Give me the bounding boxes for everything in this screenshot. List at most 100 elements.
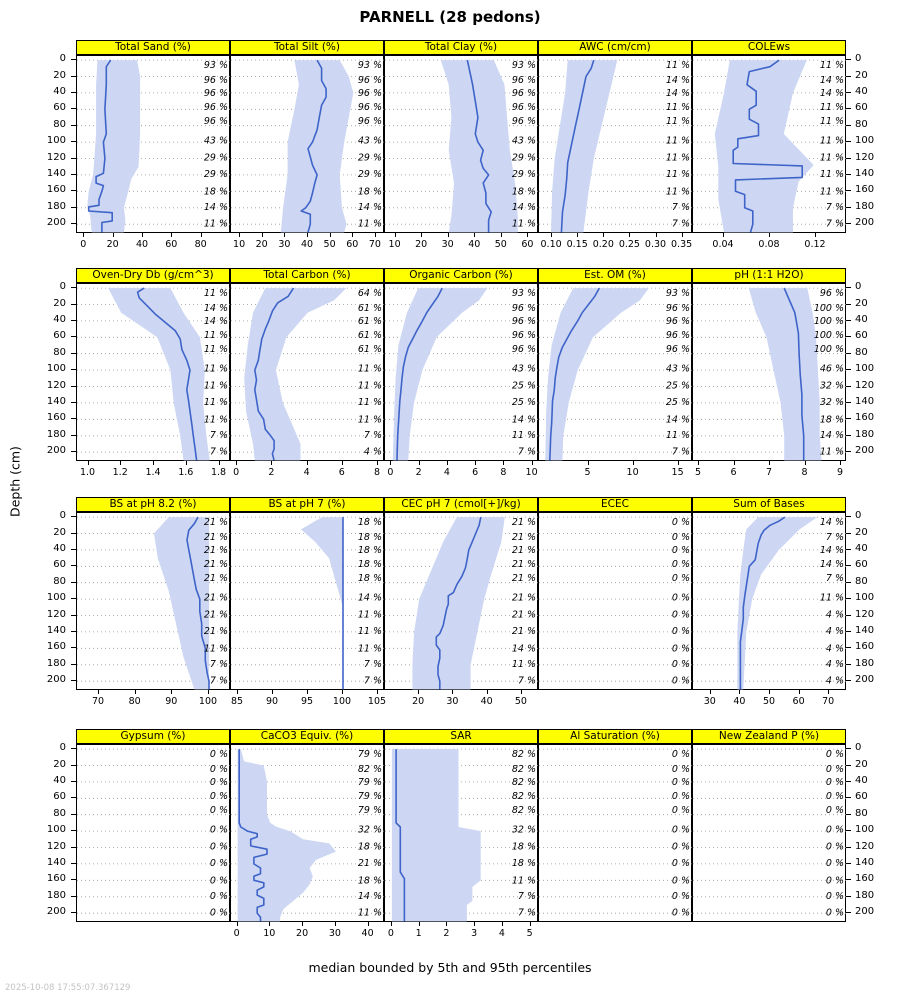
contributing-fraction-label: 0 % (826, 805, 844, 816)
contributing-fraction-label: 7 % (672, 446, 690, 457)
depth-tick-label: 120 (46, 379, 66, 391)
depth-tick-label: 60 (53, 791, 66, 803)
contributing-fraction-label: 21 % (512, 517, 536, 528)
contributing-fraction-label: 11 % (358, 907, 382, 918)
x-tick (520, 690, 522, 694)
x-tick (342, 690, 343, 694)
depth-tick (71, 141, 76, 143)
strip-total-clay: Total Clay (%) (384, 40, 538, 55)
x-tick-label: 1.8 (210, 467, 227, 478)
x-tick-label: 0.12 (804, 239, 826, 250)
depth-tick (846, 516, 851, 518)
depth-tick-label: 0 (59, 510, 66, 522)
contributing-fraction-label: 4 % (826, 675, 844, 686)
x-tick-label: 6 (472, 467, 479, 478)
x-tick (452, 690, 454, 694)
x-tick-label: 4 (498, 928, 505, 939)
depth-tick-label: 160 (855, 641, 875, 653)
x-tick-label: 40 (135, 239, 149, 250)
strip-ph-1-1-h2o: pH (1:1 H2O) (692, 268, 846, 283)
contributing-fraction-label: 11 % (358, 610, 382, 621)
depth-tick-label: 60 (855, 102, 868, 114)
strip-bs-at-ph-8-2: BS at pH 8.2 (%) (76, 497, 230, 512)
contributing-fraction-label: 0 % (672, 749, 690, 760)
contributing-fraction-label: 25 % (512, 397, 536, 408)
panel-total-silt: 93 % 96 % 96 % 96 % 96 % 43 % 29 % 29 % 18 % 14 %… (230, 55, 385, 233)
percentile-band (108, 288, 210, 461)
contributing-fraction-label: 96 % (666, 344, 690, 355)
depth-tick (71, 879, 76, 881)
depth-tick (846, 895, 851, 897)
x-tick-label: 8 (373, 467, 381, 478)
contributing-fraction-label: 0 % (210, 791, 228, 802)
x-tick-label: 5 (694, 467, 702, 478)
x-tick (120, 461, 122, 465)
x-tick (272, 690, 273, 694)
depth-tick-label: 200 (855, 445, 875, 457)
x-tick (329, 233, 331, 237)
depth-tick (71, 862, 76, 864)
depth-tick-label: 140 (46, 167, 66, 179)
depth-tick (71, 124, 76, 126)
contributing-fraction-label: 0 % (672, 805, 690, 816)
depth-tick-label: 200 (855, 674, 875, 686)
depth-tick (846, 319, 851, 321)
panel-colews: 11 % 14 % 14 % 11 % 11 % 11 % 11 % 11 % 11 % 7 % 7… (692, 55, 847, 233)
depth-tick (71, 336, 76, 338)
x-tick-label: 6 (730, 467, 737, 478)
median-line (87, 59, 114, 233)
panel-oven-dry-db-g-cm-3: 11 % 14 % 14 % 11 % 11 % 11 % 11 % 11 % 11 % 7 % 7… (76, 283, 231, 461)
contributing-fraction-label: 14 % (820, 559, 844, 570)
depth-tick (846, 124, 851, 126)
contributing-fraction-label: 0 % (672, 875, 690, 886)
contributing-fraction-label: 100 % (814, 303, 844, 314)
depth-tick-label: 160 (46, 184, 66, 196)
depth-tick-label: 20 (855, 526, 868, 538)
contributing-fraction-label: 11 % (666, 136, 690, 147)
contributing-fraction-label: 14 % (666, 414, 690, 425)
depth-tick-label: 160 (855, 184, 875, 196)
panel-est-om: 93 % 96 % 96 % 96 % 96 % 43 % 25 % 25 % 14 % 11 %… (538, 283, 693, 461)
panel-awc-cm-cm: 11 % 14 % 14 % 11 % 11 % 11 % 11 % 11 % 11 % 7 % 7… (538, 55, 693, 233)
depth-tick (71, 206, 76, 208)
x-tick-label: 15 (671, 467, 684, 478)
contributing-fraction-label: 25 % (666, 397, 690, 408)
contributing-fraction-label: 0 % (672, 659, 690, 670)
x-tick-label: 95 (300, 696, 314, 707)
contributing-fraction-label: 32 % (512, 825, 536, 836)
contributing-fraction-label: 96 % (666, 303, 690, 314)
depth-tick (71, 91, 76, 93)
depth-tick (71, 614, 76, 616)
contributing-fraction-label: 7 % (364, 675, 382, 686)
contributing-fraction-label: 96 % (358, 102, 382, 113)
x-tick (677, 461, 679, 465)
depth-tick (71, 223, 76, 225)
panel-canvas-total-silt: 93 % 96 % 96 % 96 % 96 % 43 % 29 % 29 % 18 % 14 %… (231, 59, 385, 233)
panel-bs-at-ph-7: 18 % 18 % 18 % 18 % 18 % 14 % 11 % 11 % 11 % 7 % 7… (230, 512, 385, 690)
percentile-band (737, 517, 818, 690)
median-line (186, 516, 210, 690)
depth-tick (846, 59, 851, 61)
contributing-fraction-label: 14 % (820, 75, 844, 86)
x-tick (307, 690, 308, 694)
panel-total-carbon: 64 % 61 % 61 % 61 % 61 % 11 % 11 % 11 % 11 % 7 % 4… (230, 283, 385, 461)
strip-sum-of-bases: Sum of Bases (692, 497, 846, 512)
x-tick-label: 1.6 (178, 467, 194, 478)
median-line (396, 287, 443, 461)
x-tick-label: 4 (443, 467, 450, 478)
median-line (238, 749, 268, 922)
contributing-fraction-label: 100 % (814, 316, 844, 327)
x-tick-label: 0 (387, 467, 394, 478)
contributing-fraction-label: 0 % (826, 875, 844, 886)
depth-tick-label: 120 (855, 379, 875, 391)
x-tick-label: 0.20 (592, 239, 614, 250)
x-tick (632, 461, 634, 465)
contributing-fraction-label: 43 % (358, 136, 382, 147)
depth-tick-label: 120 (855, 608, 875, 620)
x-tick-label: 50 (762, 696, 776, 707)
x-tick-label: 20 (296, 928, 309, 939)
contributing-fraction-label: 14 % (666, 75, 690, 86)
x-tick-label: 10 (388, 239, 401, 250)
x-tick (83, 233, 85, 237)
x-tick (239, 233, 241, 237)
